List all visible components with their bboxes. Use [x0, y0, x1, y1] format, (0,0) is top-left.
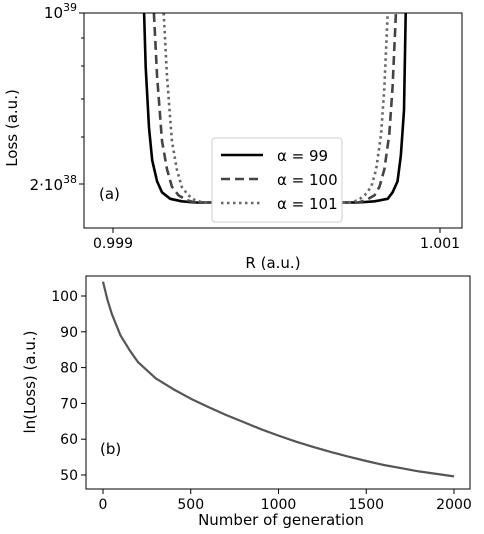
panel-a-legend: α = 99 α = 100 α = 101 — [211, 137, 343, 223]
panel-b-series-line — [101, 281, 455, 478]
panel-b-label: (b) — [100, 440, 121, 458]
panel-b-x-tick-label-0: 0 — [99, 497, 108, 513]
panel-b-x-tick-label-3: 1500 — [348, 497, 384, 513]
panel-b-y-ticks: 50 60 70 80 90 100 — [51, 289, 86, 484]
panel-a-y-tick-label-0: 1039 — [44, 1, 77, 22]
panel-b-y-tick-label-0: 50 — [60, 468, 78, 484]
panel-b-frame — [85, 275, 471, 490]
legend-label-alpha-99: α = 99 — [277, 147, 328, 165]
panel-a-legend-box — [211, 137, 343, 223]
panel-b-y-tick-label-3: 80 — [60, 361, 78, 377]
panel-a-label: (a) — [99, 185, 120, 203]
panel-b-y-axis-label: ln(Loss) (a.u.) — [21, 331, 39, 434]
panel-b-y-tick-label-1: 60 — [60, 432, 78, 448]
panel-b-y-tick-label-2: 70 — [60, 396, 78, 412]
legend-label-alpha-100: α = 100 — [277, 171, 338, 189]
panel-a-y-tick-label-1: 2·1038 — [30, 173, 77, 194]
panel-a-x-tick-label-1: 1.001 — [420, 236, 460, 252]
panel-b-x-tick-label-4: 2000 — [436, 497, 472, 513]
panel-a-x-tick-label-0: 0.999 — [93, 236, 133, 252]
panel-b-x-tick-label-2: 1000 — [261, 497, 297, 513]
panel-a-x-axis-label: R (a.u.) — [245, 254, 300, 272]
panel-b-series-group — [101, 281, 455, 478]
panel-a-frame — [83, 12, 463, 229]
panel-b: 0 500 1000 1500 2000 50 60 70 80 90 100 Number of… — [21, 275, 472, 529]
panel-b-y-tick-label-5: 100 — [51, 289, 78, 305]
panel-a-y-axis-label: Loss (a.u.) — [3, 89, 21, 167]
panel-a: 0.999 1.001 R (a.u.) 1039 2·1038 Loss (a… — [3, 1, 463, 272]
panel-b-x-axis-label: Number of generation — [198, 511, 364, 529]
panel-b-y-tick-label-4: 90 — [60, 325, 78, 341]
panel-b-x-ticks: 0 500 1000 1500 2000 — [99, 489, 472, 513]
panel-b-x-tick-label-1: 500 — [177, 497, 204, 513]
legend-label-alpha-101: α = 101 — [277, 195, 338, 213]
